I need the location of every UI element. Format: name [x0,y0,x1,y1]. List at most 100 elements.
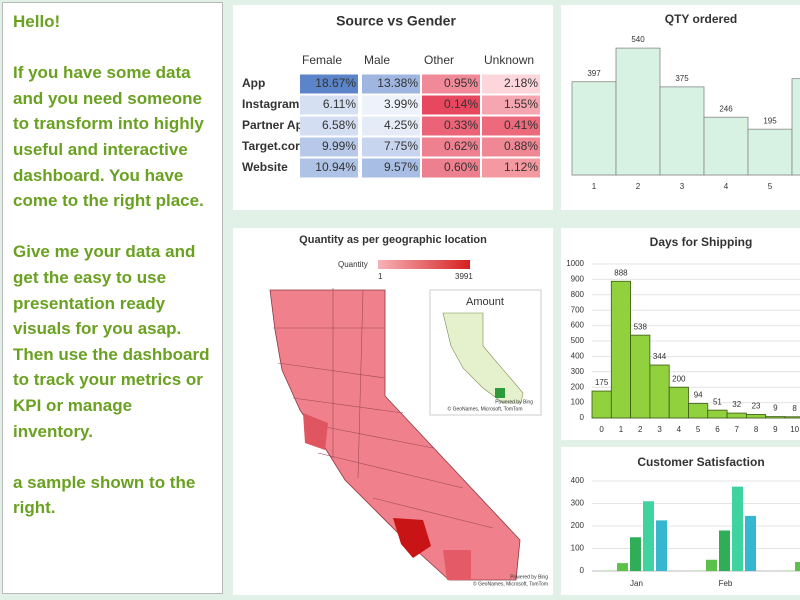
table-panel: Source vs Gender Female Male Other Unknown A… [233,5,553,210]
y-tick-label: 300 [571,367,585,376]
inset-credit: Powered by Bing [495,399,533,405]
bar [649,364,670,419]
cell-bg [362,74,420,94]
cell-bg [300,158,358,178]
y-tick-label: 200 [571,521,585,530]
bar [765,416,786,419]
cell-bg [482,74,540,94]
bar [571,81,617,176]
cell: 0.14% [444,97,478,111]
bar [745,414,767,419]
bar [604,569,615,571]
legend-min: 1 [378,272,383,281]
cell: 9.99% [322,139,356,153]
data-label: 8 [792,404,797,413]
map-credit: Powered by Bing [510,574,548,580]
bar [795,562,800,571]
data-label: 246 [719,104,733,113]
map: Quantity as per geographic location Quan… [269,234,548,587]
bar [617,563,628,571]
cell: 7.75% [384,139,418,153]
data-label: 397 [587,69,601,78]
data-label: 51 [713,397,722,406]
bar [656,520,667,571]
cell-bg [300,116,358,136]
bar [643,501,654,571]
data-label: 538 [634,322,648,331]
x-tick-label: 6 [715,425,720,434]
column-header: Female [302,53,342,67]
bar [732,486,743,571]
bar [610,280,631,419]
data-label: 94 [694,391,703,400]
cell: 9.57% [384,160,418,174]
y-tick-label: 600 [571,321,585,330]
bar [668,386,689,419]
cell: 0.41% [504,118,538,132]
bar [719,530,730,571]
y-tick-label: 500 [571,336,585,345]
table: Source vs Gender Female Male Other Unknown A… [242,13,540,178]
cell-bg [482,116,540,136]
x-tick-label: 10 [790,425,799,434]
inset-title: Amount [466,296,504,308]
cell: 18.67% [315,76,356,90]
x-tick-label: 0 [599,425,604,434]
y-tick-label: 100 [571,544,585,553]
data-label: 23 [752,402,761,411]
y-tick-label: 300 [571,499,585,508]
paragraph: If you have some data and you need someo… [13,63,204,211]
data-label: 175 [595,378,609,387]
cell-bg [362,95,420,115]
bar [688,403,709,419]
x-tick-label: 5 [768,182,773,191]
y-tick-label: 100 [571,398,585,407]
cell: 4.25% [384,118,418,132]
bar [659,86,705,176]
bar [791,78,800,176]
bar [693,569,704,571]
county-lines [273,288,494,529]
x-tick-label: Jan [630,579,643,588]
chart: Customer Satisfaction 0 100 200 300 400 Jan Feb [571,455,800,588]
row-label: Target.cor [242,139,300,153]
data-label: 344 [653,352,667,361]
y-tick-label: 400 [571,476,585,485]
mid-region [303,413,328,450]
data-label: 32 [732,400,741,409]
row-label: Instagram [242,97,299,111]
cell-bg [482,137,540,157]
cell: 0.95% [444,76,478,90]
cell-bg [482,95,540,115]
legend-title: Quantity [338,260,368,269]
y-tick-label: 900 [571,275,585,284]
cell: 0.88% [504,139,538,153]
y-tick-label: 0 [580,566,585,575]
row-label: Partner Ap [242,118,303,132]
map-credit: © GeoNames, Microsoft, TomTom [473,580,548,587]
x-tick-label: 1 [592,182,597,191]
bar [784,416,800,419]
bar [782,569,793,571]
cell: 0.60% [444,160,478,174]
chart-title: Customer Satisfaction [637,455,764,469]
cell: 10.94% [315,160,356,174]
data-label: 200 [672,374,686,383]
y-tick-label: 1000 [566,259,584,268]
x-tick-label: 9 [773,425,778,434]
cell: 0.33% [444,118,478,132]
x-tick-label: 4 [724,182,729,191]
cell-bg [422,95,480,115]
x-tick-label: 1 [619,425,624,434]
cell: 0.62% [444,139,478,153]
y-tick-label: 800 [571,290,585,299]
cell-bg [300,74,358,94]
bar [591,390,612,419]
bar [703,116,749,176]
data-label: 9 [773,404,778,413]
bar [615,47,661,176]
inset-credit: © GeoNames, Microsoft, TomTom [448,405,523,412]
inset-shape [442,312,524,404]
cell: 3.99% [384,97,418,111]
